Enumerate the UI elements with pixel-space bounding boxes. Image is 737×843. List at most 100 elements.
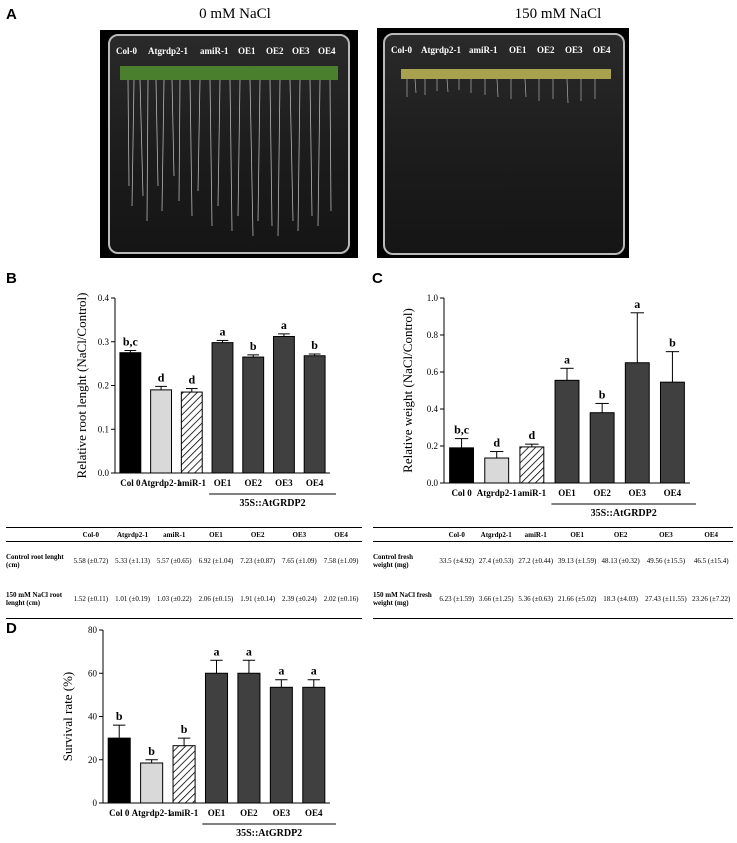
table-cell: 23.26 (±7.22) <box>689 580 733 619</box>
plate-1-label: Col-0 <box>116 46 137 56</box>
table-row: 150 mM NaCl fresh weight (mg) 6.23 (±1.59… <box>373 580 733 619</box>
table-cell: 1.03 (±0.22) <box>153 580 196 619</box>
bar <box>269 686 293 804</box>
panel-d-letter: D <box>6 620 17 637</box>
table-cell: 2.06 (±0.15) <box>195 580 237 619</box>
table-cell: 2.02 (±0.16) <box>320 580 362 619</box>
y-tick-label: 0.0 <box>427 478 439 488</box>
bar <box>107 737 131 804</box>
table-b: Col-0 Atgrdp2-1 amiR-1 OE1 OE2 OE3 OE4 Control … <box>6 527 362 619</box>
x-tick-label: Col 0 <box>109 808 130 818</box>
x-tick-label: OE2 <box>593 488 611 498</box>
table-column-header: OE4 <box>320 527 362 542</box>
x-tick-label: OE4 <box>305 808 323 818</box>
bar <box>554 379 580 484</box>
table-cell: 39.13 (±1.59) <box>555 541 599 580</box>
table-cell: 5.58 (±0.72) <box>70 541 112 580</box>
significance-label: d <box>493 436 500 450</box>
x-tick-label: OE3 <box>273 808 291 818</box>
bar <box>624 362 650 484</box>
x-tick-label: Atgrdp2-1 <box>477 488 517 498</box>
table-cell: 2.39 (±0.24) <box>278 580 321 619</box>
panel-b-letter: B <box>6 270 17 287</box>
table-cell: 7.23 (±0.87) <box>236 541 279 580</box>
table-cell: 3.66 (±1.25) <box>476 580 516 619</box>
table-row: Control root lenght (cm) 5.58 (±0.72) 5.33… <box>6 541 362 580</box>
plate-1-label: OE4 <box>318 46 336 56</box>
table-column-header: Col-0 <box>437 527 477 542</box>
table-corner <box>373 527 437 542</box>
panel-a-letter: A <box>6 6 17 23</box>
significance-label: a <box>281 318 287 332</box>
table-column-header: OE2 <box>598 527 643 542</box>
table-cell: 18.3 (±4.03) <box>598 580 643 619</box>
bar <box>204 672 229 804</box>
significance-label: a <box>214 644 220 658</box>
y-axis-title: Relative root lenght (NaCl/Control) <box>74 293 89 479</box>
plate-2-seedlings <box>401 69 611 104</box>
significance-label: d <box>529 428 536 442</box>
plate-1-seedlings <box>120 66 338 237</box>
table-cell: 1.52 (±0.11) <box>70 580 112 619</box>
table-cell: 1.01 (±0.19) <box>111 580 154 619</box>
significance-label: b <box>181 722 188 736</box>
table-column-header: OE4 <box>689 527 733 542</box>
x-tick-label: Col 0 <box>120 478 141 488</box>
table-c: Col-0 Atgrdp2-1 amiR-1 OE1 OE2 OE3 OE4 Control … <box>373 527 733 619</box>
x-tick-label: OE1 <box>214 478 232 488</box>
x-tick-label: Col 0 <box>451 488 472 498</box>
table-cell: 7.58 (±1.09) <box>320 541 362 580</box>
table-cell: 5.33 (±1.13) <box>111 541 154 580</box>
plate-1-label: amiR-1 <box>200 46 229 56</box>
x-tick-label: OE4 <box>664 488 682 498</box>
significance-label: a <box>220 324 226 338</box>
table-cell: 27.2 (±0.44) <box>515 541 556 580</box>
significance-label: d <box>188 373 195 387</box>
bar <box>150 389 173 474</box>
bar <box>180 391 203 474</box>
bar <box>589 412 615 484</box>
plate-2-label: OE2 <box>537 45 555 55</box>
significance-label: b <box>250 339 257 353</box>
significance-label: a <box>311 664 317 678</box>
table-row: Control fresh weight (mg) 33.5 (±4.92) 27.… <box>373 541 733 580</box>
x-tick-label: OE3 <box>629 488 647 498</box>
y-tick-label: 0 <box>93 798 98 808</box>
plate-2-label: OE4 <box>593 45 611 55</box>
table-row-label: 150 mM NaCl fresh weight (mg) <box>373 580 437 619</box>
table-header-row: Col-0 Atgrdp2-1 amiR-1 OE1 OE2 OE3 OE4 <box>373 527 733 542</box>
bar <box>211 342 234 474</box>
plate-2-dish: Col-0 Atgrdp2-1 amiR-1 OE1 OE2 OE3 OE4 <box>383 33 625 255</box>
significance-label: a <box>564 352 570 366</box>
bar <box>172 745 196 804</box>
y-tick-label: 0.8 <box>427 330 439 340</box>
y-tick-label: 1.0 <box>427 293 439 303</box>
plate-2-label: Atgrdp2-1 <box>421 45 461 55</box>
plate-1-label: OE2 <box>266 46 284 56</box>
y-tick-label: 0.2 <box>98 381 109 391</box>
table-cell: 1.91 (±0.14) <box>236 580 279 619</box>
table-column-header: amiR-1 <box>153 527 196 542</box>
table-cell: 6.23 (±1.59) <box>437 580 477 619</box>
x-tick-label: OE3 <box>275 478 293 488</box>
table-column-header: OE1 <box>195 527 237 542</box>
significance-label: b <box>311 338 318 352</box>
y-tick-label: 60 <box>88 668 98 678</box>
y-tick-label: 0.3 <box>98 337 110 347</box>
bar <box>302 686 326 804</box>
plate-1-label: OE1 <box>238 46 256 56</box>
x-tick-label: amiR-1 <box>178 478 207 488</box>
x-tick-label: OE2 <box>244 478 262 488</box>
table-row: 150 mM NaCl root lenght (cm) 1.52 (±0.11)… <box>6 580 362 619</box>
table-column-header: OE1 <box>555 527 599 542</box>
table-cell: 5.57 (±0.65) <box>153 541 196 580</box>
bar <box>242 356 265 474</box>
significance-label: b <box>148 744 155 758</box>
table-column-header: Atgrdp2-1 <box>476 527 516 542</box>
table-cell: 7.65 (±1.09) <box>278 541 321 580</box>
table-corner <box>6 527 70 542</box>
table-column-header: amiR-1 <box>515 527 556 542</box>
table-cell: 33.5 (±4.92) <box>437 541 477 580</box>
table-column-header: Col-0 <box>70 527 112 542</box>
